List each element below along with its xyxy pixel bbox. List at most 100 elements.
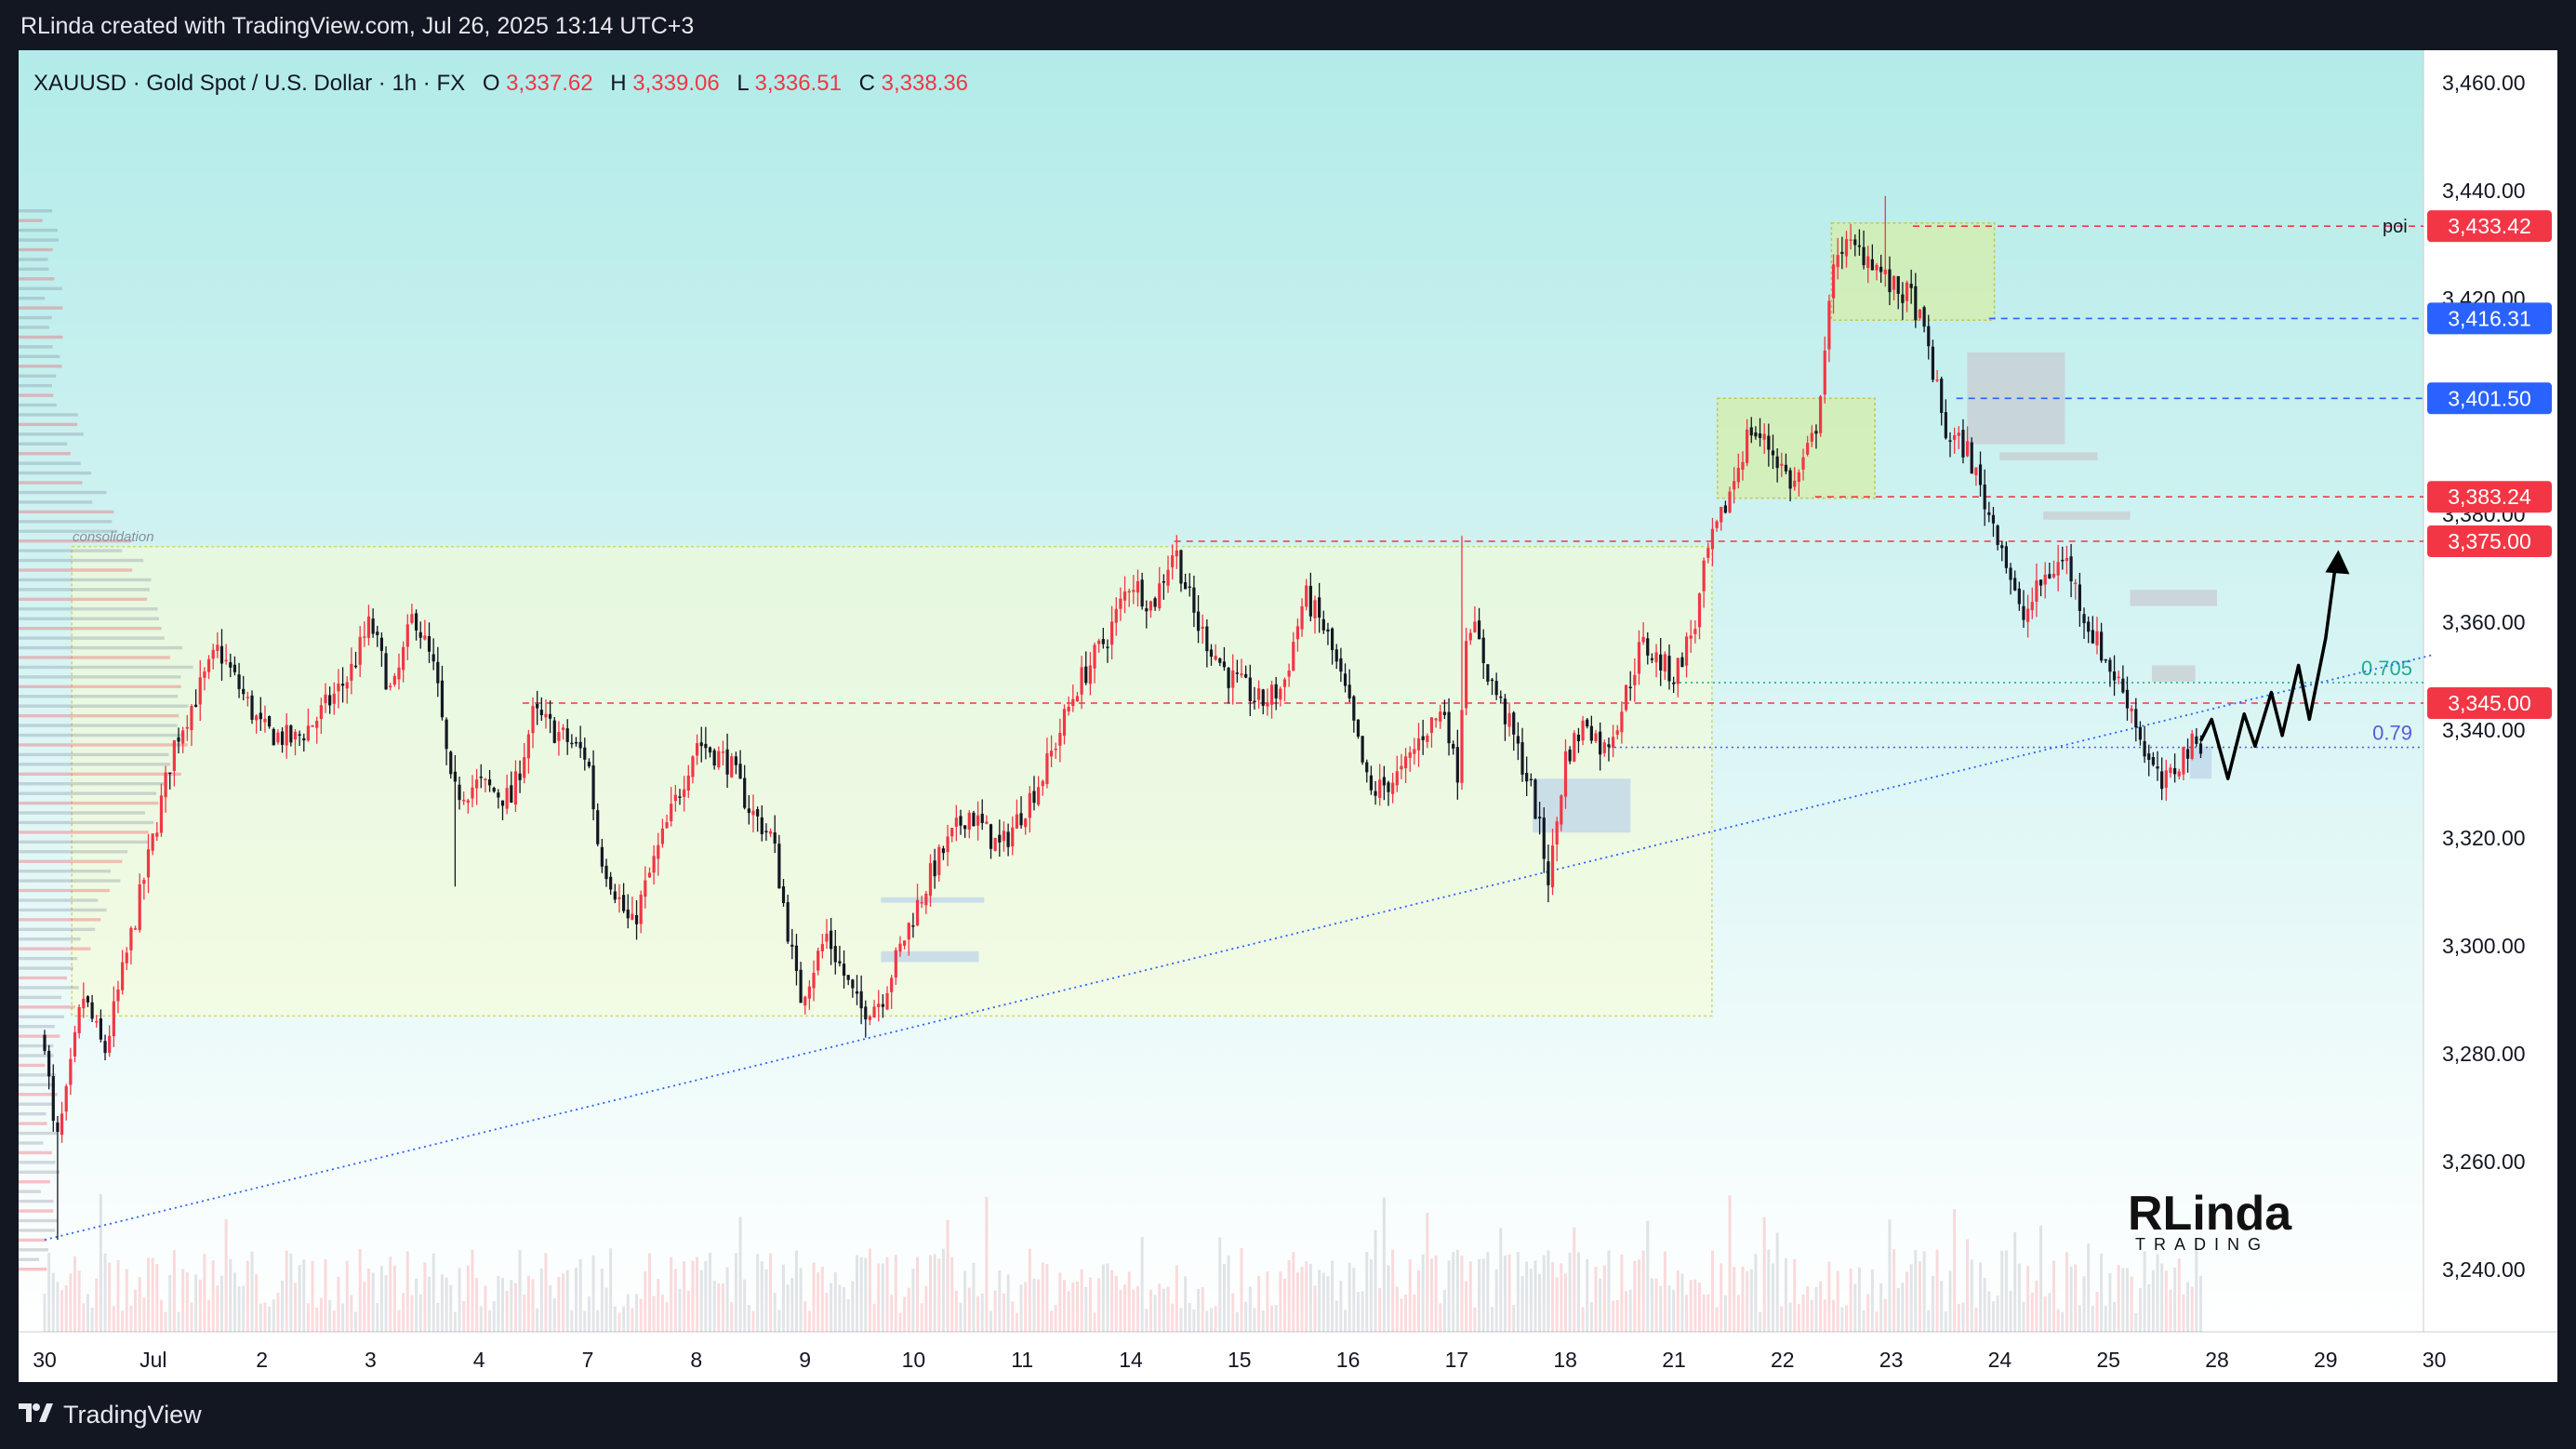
candle-body-181 bbox=[825, 933, 829, 942]
candle-body-429 bbox=[1896, 275, 1900, 294]
volume-bar-435 bbox=[1922, 1251, 1926, 1332]
candle-body-156 bbox=[717, 751, 721, 768]
profile-bar-67 bbox=[19, 617, 159, 620]
volume-bar-201 bbox=[911, 1269, 915, 1332]
profile-bar-93 bbox=[19, 365, 62, 368]
volume-bar-323 bbox=[1439, 1303, 1442, 1332]
volume-bar-159 bbox=[730, 1302, 734, 1332]
candle-body-495 bbox=[2182, 747, 2185, 775]
legend-c-label: C bbox=[859, 71, 875, 96]
volume-bar-134 bbox=[622, 1306, 626, 1332]
profile-bar-13 bbox=[19, 1141, 44, 1145]
chart-caption: RLinda created with TradingView.com, Jul… bbox=[20, 13, 695, 39]
y-tick-4: 3,360.00 bbox=[2442, 610, 2526, 634]
volume-bar-324 bbox=[1442, 1290, 1446, 1332]
candle-body-400 bbox=[1771, 450, 1775, 456]
candle-body-228 bbox=[1028, 792, 1031, 818]
volume-bar-344 bbox=[1529, 1269, 1533, 1332]
volume-bar-231 bbox=[1041, 1262, 1044, 1332]
profile-bar-50 bbox=[19, 782, 168, 786]
candle-body-212 bbox=[959, 816, 963, 826]
candle-body-276 bbox=[1235, 672, 1239, 674]
volume-bar-254 bbox=[1140, 1236, 1144, 1332]
volume-bar-62 bbox=[311, 1260, 314, 1332]
profile-bar-48 bbox=[19, 801, 159, 805]
profile-bar-81 bbox=[19, 481, 83, 485]
volume-bar-412 bbox=[1823, 1299, 1826, 1332]
time-axis[interactable] bbox=[19, 1332, 2557, 1382]
candle-body-362 bbox=[1607, 744, 1611, 748]
tradingview-logo-icon[interactable] bbox=[19, 1400, 56, 1426]
candle-body-128 bbox=[596, 810, 600, 844]
volume-bar-299 bbox=[1334, 1300, 1338, 1332]
candle-body-492 bbox=[2169, 767, 2172, 774]
candle-body-486 bbox=[2143, 740, 2146, 757]
tradingview-brand[interactable]: TradingView bbox=[63, 1401, 202, 1429]
volume-bar-212 bbox=[959, 1302, 963, 1332]
candle-body-148 bbox=[683, 789, 686, 797]
candle-body-351 bbox=[1560, 795, 1563, 825]
profile-bar-20 bbox=[19, 1073, 57, 1077]
candle-body-413 bbox=[1827, 300, 1831, 350]
volume-bar-449 bbox=[1983, 1277, 1986, 1332]
candle-body-30 bbox=[172, 740, 176, 771]
volume-bar-189 bbox=[859, 1256, 863, 1332]
volume-bar-244 bbox=[1097, 1278, 1101, 1332]
volume-bar-267 bbox=[1197, 1288, 1201, 1332]
candle-body-170 bbox=[777, 844, 781, 889]
candle-body-458 bbox=[2022, 605, 2025, 620]
volume-bar-400 bbox=[1772, 1263, 1775, 1332]
candle-body-320 bbox=[1426, 735, 1429, 742]
candle-body-390 bbox=[1728, 491, 1732, 513]
volume-bar-466 bbox=[2056, 1309, 2060, 1332]
volume-bar-424 bbox=[1875, 1311, 1879, 1332]
volume-bar-61 bbox=[306, 1303, 310, 1332]
candle-body-356 bbox=[1581, 720, 1585, 741]
candle-body-96 bbox=[458, 784, 461, 801]
volume-bar-95 bbox=[453, 1311, 457, 1332]
candle-body-164 bbox=[751, 810, 755, 816]
volume-bar-278 bbox=[1244, 1301, 1248, 1332]
profile-bar-10 bbox=[19, 1170, 60, 1174]
candle-body-323 bbox=[1439, 711, 1442, 722]
volume-bar-292 bbox=[1305, 1261, 1308, 1332]
volume-bar-121 bbox=[565, 1270, 569, 1332]
volume-bar-372 bbox=[1650, 1278, 1653, 1332]
candle-body-53 bbox=[272, 728, 275, 746]
volume-bar-456 bbox=[2013, 1231, 2017, 1332]
volume-bar-178 bbox=[812, 1262, 816, 1332]
profile-bar-90 bbox=[19, 393, 54, 397]
candle-body-310 bbox=[1382, 777, 1386, 786]
candle-body-345 bbox=[1534, 779, 1537, 819]
symbol-legend[interactable]: XAUUSD · Gold Spot / U.S. Dollar · 1h · … bbox=[33, 71, 968, 96]
volume-bar-409 bbox=[1810, 1299, 1813, 1332]
candle-body-477 bbox=[2104, 658, 2107, 661]
candle-body-119 bbox=[557, 732, 561, 741]
volume-bar-303 bbox=[1352, 1268, 1356, 1332]
profile-bar-38 bbox=[19, 898, 99, 902]
forecast-arrow-path[interactable] bbox=[2198, 557, 2339, 780]
volume-bar-220 bbox=[993, 1290, 997, 1332]
profile-bar-25 bbox=[19, 1025, 55, 1029]
candle-body-123 bbox=[574, 741, 578, 744]
volume-bar-23 bbox=[142, 1297, 146, 1332]
profile-bar-19 bbox=[19, 1083, 56, 1087]
volume-bar-464 bbox=[2048, 1293, 2052, 1332]
volume-bar-282 bbox=[1261, 1310, 1265, 1332]
profile-bar-1 bbox=[19, 1257, 40, 1261]
forecast-layer[interactable] bbox=[2198, 550, 2350, 780]
volume-bar-327 bbox=[1455, 1249, 1459, 1332]
candle-body-417 bbox=[1844, 239, 1849, 257]
fib-label-0: 0.705 bbox=[2361, 657, 2412, 680]
candle-body-157 bbox=[721, 751, 725, 753]
profile-bar-28 bbox=[19, 995, 62, 1000]
candle-body-152 bbox=[699, 742, 703, 747]
candle-body-201 bbox=[911, 925, 915, 927]
volume-bar-465 bbox=[2052, 1260, 2056, 1332]
consolidation-label: consolidation bbox=[73, 529, 154, 545]
candle-body-297 bbox=[1326, 629, 1330, 632]
volume-bar-132 bbox=[613, 1306, 617, 1332]
volume-bar-144 bbox=[665, 1302, 669, 1332]
candle-body-101 bbox=[479, 776, 483, 778]
